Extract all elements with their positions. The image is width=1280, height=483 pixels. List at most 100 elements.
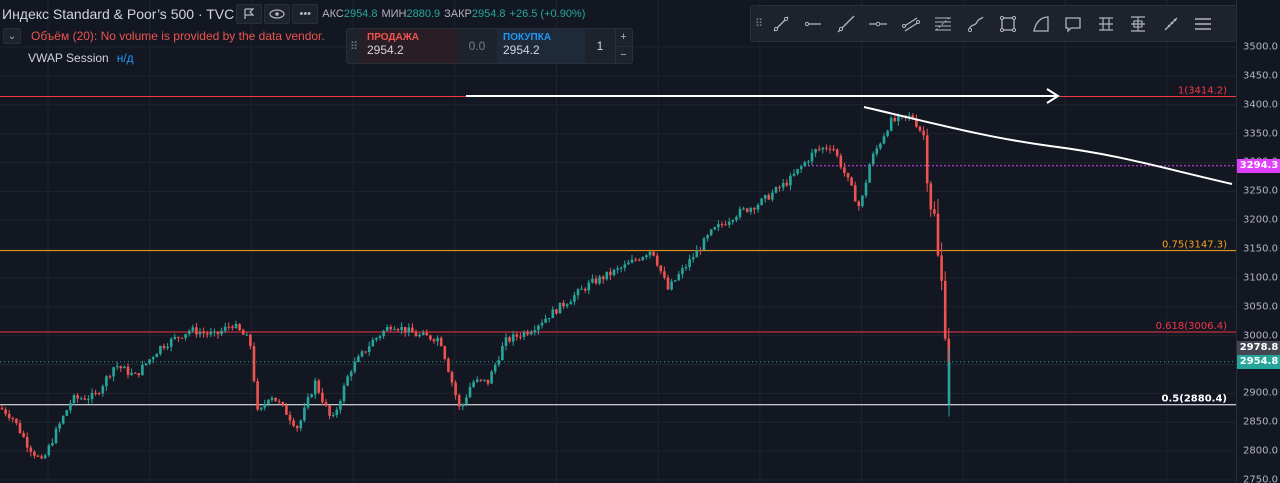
candle-body [249,334,252,347]
candle-body [288,414,292,421]
candle-body [612,269,616,276]
candle-body [245,334,249,336]
candle-body [263,404,267,408]
candlestick-chart[interactable]: 1(3414.2) 0.75(3147.3) 0.618(3006.4) 0.5(28… [0,0,1236,483]
candle-body [65,410,69,416]
price-scale[interactable]: 3500.03450.03400.03350.03300.03250.03200… [1236,0,1280,483]
candle-body [339,401,342,410]
candle-body [346,376,349,386]
candle-body [789,175,792,186]
candle-body [151,357,155,360]
buy-label: ПОКУПКА [503,32,552,43]
buy-price: 2954.2 [503,43,540,57]
collapse-indicators-button[interactable]: ⌄ [3,28,21,44]
candle-body [4,409,7,414]
candle-body [51,442,54,446]
candle-body [573,295,576,302]
tool-long-position[interactable] [1090,8,1121,39]
more-button[interactable]: ••• [292,4,319,24]
tool-fib-retracement[interactable] [928,8,959,39]
candle-body [645,255,648,258]
fib-level-label: 0.75(3147.3) [1162,240,1227,251]
tool-date-price-range[interactable] [1123,8,1154,39]
candle-body [436,337,439,342]
curve-drawing[interactable] [863,106,1233,185]
candle-body [598,276,601,284]
candle-body [403,327,407,333]
tool-horizontal-ray[interactable] [798,8,829,39]
candle-body [108,376,112,378]
candle-body [486,379,490,384]
volume-warning[interactable]: Объём (20): No volume is provided by the… [31,29,325,43]
eye-icon [269,9,285,19]
decrement-button[interactable]: − [620,48,627,61]
tool-trend-line[interactable] [765,8,796,39]
price-tick-label: 3200.0 [1243,214,1278,226]
candle-body [303,407,306,421]
candle-body [259,407,263,410]
candle-body [299,420,303,429]
candle-body [627,262,630,265]
candle-body [123,366,126,369]
increment-button[interactable]: + [616,29,631,47]
change-value: +26.5 (+0.90%) [509,8,586,20]
candle-body [119,366,123,369]
candle-body [22,433,25,437]
vwap-label[interactable]: VWAP Session [28,51,109,65]
candle-body [529,332,533,335]
tool-measure[interactable] [1155,8,1186,39]
tool-parallel-channel[interactable] [895,8,926,39]
candle-body [87,398,90,400]
candle-body [223,326,227,331]
candle-body [871,153,875,165]
candle-body [558,302,562,314]
buy-button[interactable]: ПОКУПКА 2954.2 [497,29,585,63]
candle-body [191,327,195,331]
candle-body [360,351,364,357]
quantity-input[interactable]: 1 [596,39,604,53]
candle-body [407,327,411,333]
ray-icon [837,15,854,32]
callout-icon [1065,16,1081,33]
symbol-title[interactable]: Индекс Standard & Poor’s 500 · TVC [2,6,235,22]
tool-rectangle[interactable] [993,8,1024,39]
candle-body [357,356,360,362]
visibility-button[interactable] [264,4,291,24]
tool-brush[interactable] [960,8,991,39]
candle-body [490,371,493,384]
candle-body [637,259,641,261]
tool-arc[interactable] [1025,8,1056,39]
tool-horizontal-line[interactable] [863,8,894,39]
arc-icon [1032,15,1049,32]
candle-body [817,149,821,151]
flag-button[interactable] [236,4,263,24]
candle-body [879,143,882,149]
candle-body [738,208,742,217]
buy-sell-panel: ⠿ ПРОДАЖА 2954.2 0.0 ПОКУПКА 2954.2 1 + … [346,28,633,64]
candle-body [371,339,375,347]
candle-body [893,118,897,121]
sell-button[interactable]: ПРОДАЖА 2954.2 [361,29,457,63]
close-value: 2954.8 [471,8,506,20]
candle-body [947,361,951,405]
candle-body [785,182,789,186]
tool-ray[interactable] [830,8,861,39]
candle-body [641,257,645,261]
candle-body [418,334,421,337]
toolbar-drag-handle-icon[interactable]: ⠿ [754,18,764,30]
candle-body [393,329,396,331]
candle-body [148,359,151,364]
candle-body [526,331,529,335]
candle-body [756,204,760,210]
candle-body [814,149,817,153]
tool-callout[interactable] [1058,8,1089,39]
candle-body [691,257,695,260]
candle-body [162,345,166,349]
candle-body [677,274,681,281]
toolbar-more-button[interactable] [1188,8,1219,39]
candle-body [54,428,58,443]
candle-body [745,208,749,212]
price-badge: 3294.3 [1237,158,1280,173]
drag-handle-icon[interactable]: ⠿ [349,40,359,53]
